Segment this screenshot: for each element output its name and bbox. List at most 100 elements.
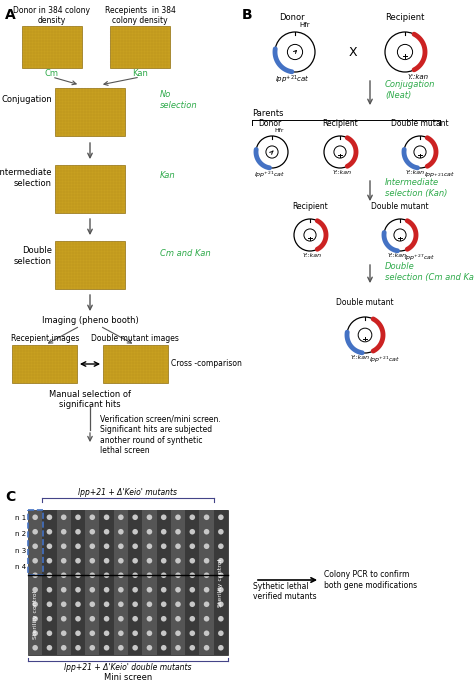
Circle shape <box>146 645 152 650</box>
Circle shape <box>190 529 195 535</box>
Circle shape <box>46 573 52 578</box>
Bar <box>55 88 125 136</box>
Circle shape <box>204 515 210 520</box>
Bar <box>71 510 85 655</box>
Circle shape <box>175 587 181 593</box>
Circle shape <box>190 515 195 520</box>
Circle shape <box>161 515 166 520</box>
Circle shape <box>104 529 109 535</box>
Text: Double
selection (Cm and Kan): Double selection (Cm and Kan) <box>385 263 474 282</box>
Circle shape <box>118 515 124 520</box>
Circle shape <box>46 616 52 621</box>
Bar <box>128 510 142 655</box>
Circle shape <box>46 544 52 549</box>
Circle shape <box>204 616 210 621</box>
Bar <box>85 510 100 655</box>
Circle shape <box>190 616 195 621</box>
Circle shape <box>132 630 138 636</box>
Circle shape <box>146 587 152 593</box>
Circle shape <box>118 601 124 607</box>
Circle shape <box>190 558 195 564</box>
Circle shape <box>204 573 210 578</box>
Text: n 1: n 1 <box>15 515 26 521</box>
Bar <box>103 345 168 383</box>
Text: Y::kan: Y::kan <box>388 253 407 258</box>
Text: n 2: n 2 <box>15 531 26 537</box>
Circle shape <box>118 544 124 549</box>
Circle shape <box>75 573 81 578</box>
Text: Cm and Kan: Cm and Kan <box>160 249 210 258</box>
Circle shape <box>61 645 66 650</box>
Circle shape <box>104 645 109 650</box>
Circle shape <box>218 558 224 564</box>
Circle shape <box>175 645 181 650</box>
Circle shape <box>175 616 181 621</box>
Text: Double
selection: Double selection <box>14 246 52 266</box>
Circle shape <box>118 616 124 621</box>
Circle shape <box>218 544 224 549</box>
Bar <box>55 165 125 213</box>
Bar <box>100 510 114 655</box>
Bar <box>142 510 156 655</box>
Circle shape <box>146 558 152 564</box>
Bar <box>110 26 170 68</box>
Text: lpp$_{+21}$cat: lpp$_{+21}$cat <box>424 170 455 179</box>
Circle shape <box>104 630 109 636</box>
Circle shape <box>61 616 66 621</box>
Circle shape <box>90 601 95 607</box>
Text: lpp$^{+21}$cat: lpp$^{+21}$cat <box>275 74 309 86</box>
Circle shape <box>132 573 138 578</box>
Circle shape <box>132 544 138 549</box>
Circle shape <box>104 573 109 578</box>
Text: Sterility control: Sterility control <box>33 591 37 639</box>
Circle shape <box>146 616 152 621</box>
Circle shape <box>32 573 38 578</box>
Circle shape <box>32 616 38 621</box>
Text: Recepient images: Recepient images <box>11 334 79 343</box>
Circle shape <box>75 515 81 520</box>
Circle shape <box>32 515 38 520</box>
Circle shape <box>175 601 181 607</box>
Text: Donor in 384 colony
density: Donor in 384 colony density <box>13 6 91 25</box>
Circle shape <box>161 630 166 636</box>
Circle shape <box>218 616 224 621</box>
Circle shape <box>161 616 166 621</box>
Bar <box>28 510 228 655</box>
Circle shape <box>90 529 95 535</box>
Circle shape <box>61 573 66 578</box>
Circle shape <box>61 529 66 535</box>
Circle shape <box>132 616 138 621</box>
Circle shape <box>90 630 95 636</box>
Circle shape <box>61 544 66 549</box>
Circle shape <box>218 573 224 578</box>
Circle shape <box>118 529 124 535</box>
Circle shape <box>118 645 124 650</box>
Circle shape <box>75 645 81 650</box>
Circle shape <box>132 645 138 650</box>
Text: No
selection: No selection <box>160 90 198 110</box>
Circle shape <box>32 601 38 607</box>
Circle shape <box>175 544 181 549</box>
Circle shape <box>61 558 66 564</box>
Circle shape <box>146 601 152 607</box>
Circle shape <box>204 601 210 607</box>
Circle shape <box>218 529 224 535</box>
Circle shape <box>46 645 52 650</box>
Circle shape <box>218 630 224 636</box>
Circle shape <box>161 558 166 564</box>
Text: Y::kan: Y::kan <box>351 355 370 360</box>
Circle shape <box>190 630 195 636</box>
Circle shape <box>118 630 124 636</box>
Text: Donor: Donor <box>258 119 282 128</box>
Text: Sythetic lethal
verified mutants: Sythetic lethal verified mutants <box>253 582 317 601</box>
Circle shape <box>146 515 152 520</box>
Text: lpp+21 + Δ'Keio' mutants: lpp+21 + Δ'Keio' mutants <box>79 488 177 497</box>
Circle shape <box>132 587 138 593</box>
Circle shape <box>218 645 224 650</box>
Text: Recipient: Recipient <box>322 119 358 128</box>
Bar <box>214 510 228 655</box>
Text: Double mutant: Double mutant <box>336 298 394 307</box>
Text: Cross -comparison: Cross -comparison <box>171 360 242 369</box>
Text: lpp$^{+27}$cat: lpp$^{+27}$cat <box>404 253 435 263</box>
Circle shape <box>90 573 95 578</box>
